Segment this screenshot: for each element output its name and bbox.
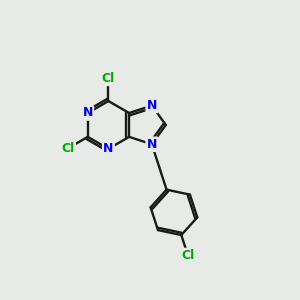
- Text: Cl: Cl: [61, 142, 75, 155]
- Text: N: N: [147, 138, 157, 151]
- Text: N: N: [82, 106, 93, 119]
- Text: N: N: [147, 99, 157, 112]
- Text: N: N: [103, 142, 114, 155]
- Text: Cl: Cl: [181, 249, 195, 262]
- Text: Cl: Cl: [102, 72, 115, 85]
